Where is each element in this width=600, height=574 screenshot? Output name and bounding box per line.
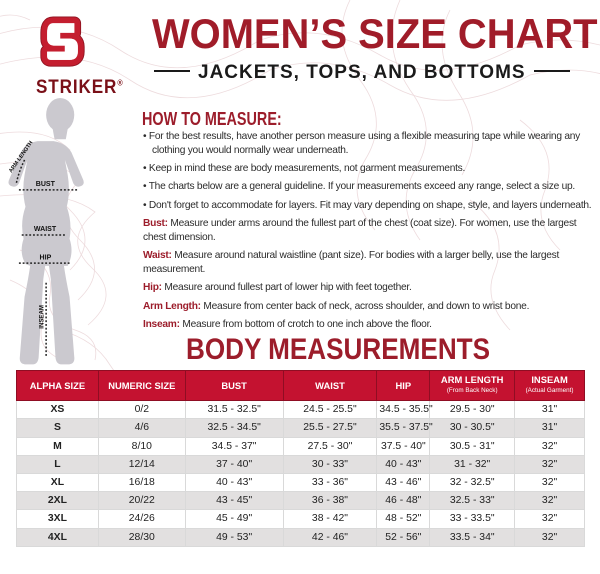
svg-text:WAIST: WAIST xyxy=(34,226,57,233)
svg-text:BUST: BUST xyxy=(36,181,56,188)
svg-text:INSEAM: INSEAM xyxy=(38,305,45,329)
svg-text:HIP: HIP xyxy=(40,254,52,261)
